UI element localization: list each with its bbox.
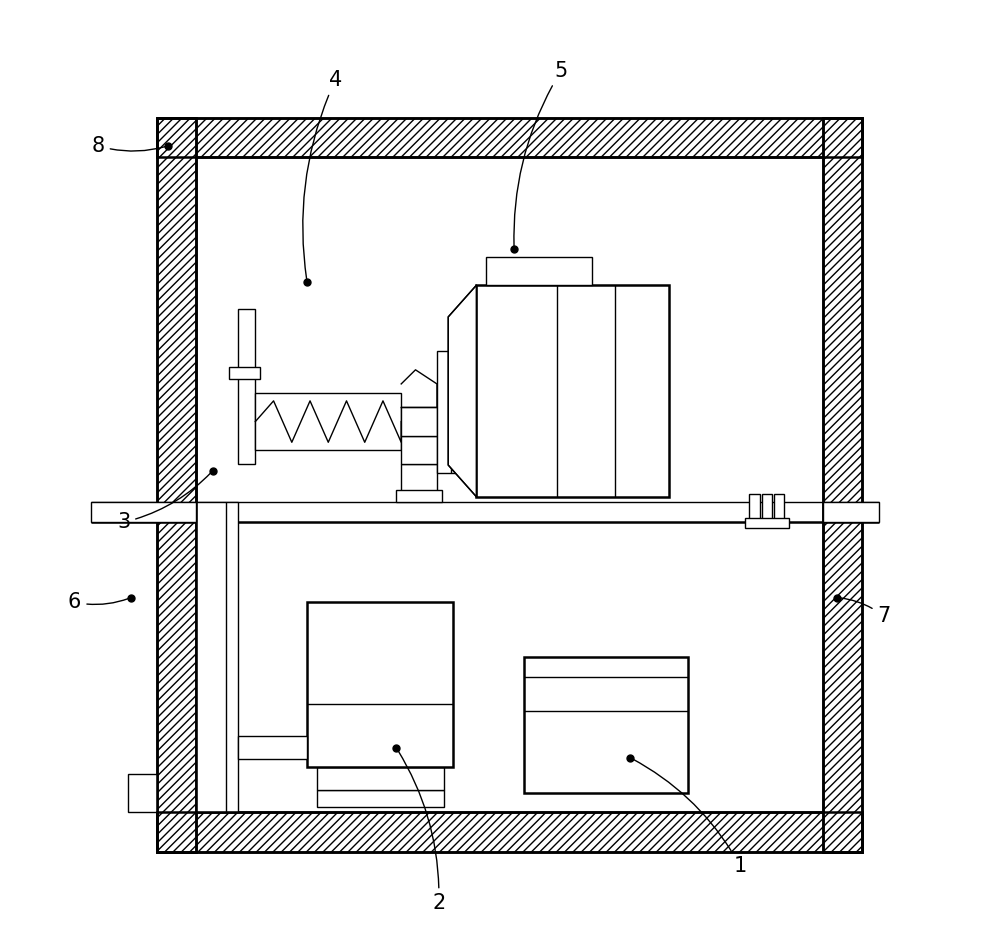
Text: 7: 7 [840,598,891,627]
Bar [157,118,196,852]
Bar [745,518,789,528]
Bar [396,490,442,502]
Bar [762,494,772,520]
Bar [317,767,444,790]
Bar [255,393,401,450]
Polygon shape [448,285,476,497]
Bar [307,602,453,767]
Bar [823,118,862,852]
Bar [401,436,437,464]
Bar [128,774,157,812]
Bar [524,657,688,793]
Bar [238,309,255,464]
Bar [238,736,307,759]
Bar [157,812,862,852]
Bar [476,285,669,497]
Bar [157,118,196,852]
Bar [317,790,444,807]
Bar [157,118,862,157]
Bar [486,257,592,285]
Text: 2: 2 [398,751,445,914]
Text: 1: 1 [632,758,747,876]
Bar [823,502,879,522]
Text: 4: 4 [303,70,342,279]
Bar [91,502,196,522]
Bar [823,118,862,852]
Bar [157,118,862,157]
Bar [749,494,760,520]
Text: 5: 5 [514,60,568,247]
Text: 3: 3 [117,472,211,533]
Bar [229,367,260,378]
Bar [196,502,238,812]
Text: 6: 6 [68,592,129,613]
Bar [401,464,437,492]
Bar [401,407,437,436]
Bar [774,494,784,520]
Text: 8: 8 [92,136,165,156]
Bar [157,812,862,852]
Bar [437,351,476,473]
